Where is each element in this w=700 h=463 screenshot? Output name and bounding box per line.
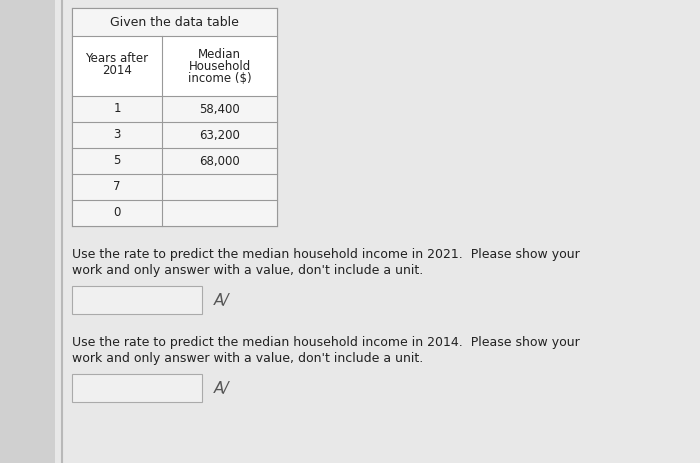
Bar — [72, 286, 202, 314]
Bar — [72, 148, 277, 174]
Text: work and only answer with a value, don't include a unit.: work and only answer with a value, don't… — [72, 352, 424, 365]
Text: 68,000: 68,000 — [199, 155, 240, 168]
Bar — [72, 200, 277, 226]
Bar — [0, 0, 55, 463]
Text: Household: Household — [188, 60, 251, 73]
Bar — [72, 36, 277, 96]
Bar — [72, 96, 277, 122]
Text: work and only answer with a value, don't include a unit.: work and only answer with a value, don't… — [72, 264, 424, 277]
Text: 58,400: 58,400 — [199, 102, 240, 115]
Text: A/: A/ — [214, 381, 230, 395]
Bar — [72, 122, 277, 148]
Bar — [72, 8, 277, 226]
Text: Use the rate to predict the median household income in 2021.  Please show your: Use the rate to predict the median house… — [72, 248, 580, 261]
Text: Years after: Years after — [85, 52, 148, 65]
Text: 7: 7 — [113, 181, 120, 194]
Bar — [72, 374, 202, 402]
Text: Median: Median — [198, 48, 241, 61]
Text: income ($): income ($) — [188, 71, 251, 85]
Text: 1: 1 — [113, 102, 120, 115]
Text: Use the rate to predict the median household income in 2014.  Please show your: Use the rate to predict the median house… — [72, 336, 580, 349]
Text: 5: 5 — [113, 155, 120, 168]
Bar — [72, 174, 277, 200]
Text: Given the data table: Given the data table — [110, 15, 239, 29]
Text: A/: A/ — [214, 293, 230, 307]
Text: 0: 0 — [113, 206, 120, 219]
Text: 3: 3 — [113, 129, 120, 142]
Bar — [72, 8, 277, 36]
Text: 2014: 2014 — [102, 64, 132, 77]
Text: 63,200: 63,200 — [199, 129, 240, 142]
